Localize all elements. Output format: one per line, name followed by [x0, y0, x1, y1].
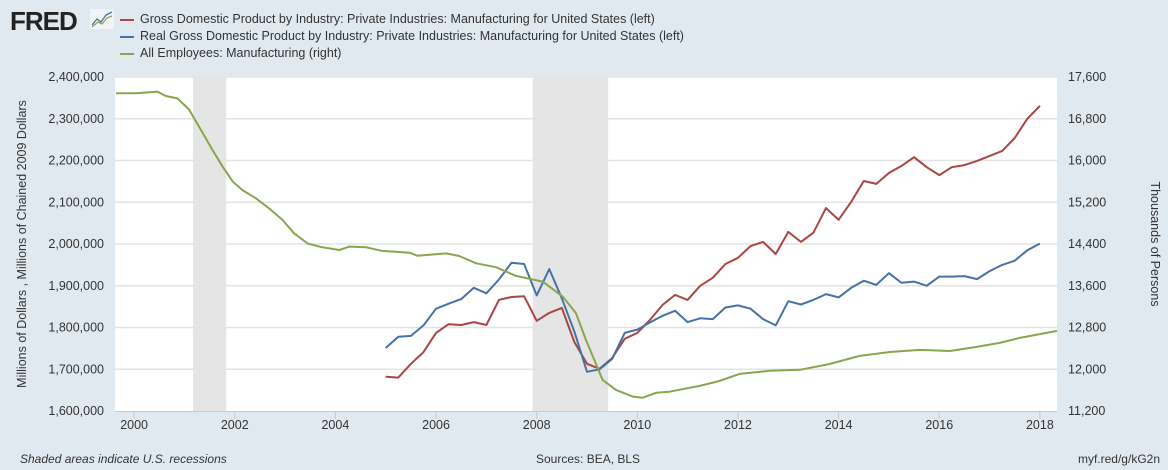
- y-tick-right: 17,600: [1068, 70, 1106, 84]
- x-tick: 2000: [120, 418, 148, 432]
- y-tick-left: 1,700,000: [48, 362, 104, 376]
- legend-item-gdp: Gross Domestic Product by Industry: Priv…: [120, 12, 655, 26]
- legend-swatch-red: [120, 18, 134, 21]
- x-tick: 2008: [523, 418, 551, 432]
- y-tick-right: 15,200: [1068, 195, 1106, 209]
- y-tick-left: 2,000,000: [48, 237, 104, 251]
- gridlines: [115, 76, 1057, 419]
- tick-labels: 1,600,000 11,200 1,700,000 12,000 1,800,000 1…: [48, 70, 1106, 432]
- short-link[interactable]: myf.red/g/kG2n: [1077, 452, 1160, 466]
- y-tick-left: 1,900,000: [48, 279, 104, 293]
- legend-item-employees: All Employees: Manufacturing (right): [120, 46, 341, 60]
- y-tick-right: 16,000: [1068, 154, 1106, 168]
- sources: Sources: BEA, BLS: [536, 452, 641, 466]
- y-tick-left: 2,400,000: [48, 70, 104, 84]
- series-line-2: [115, 90, 1058, 399]
- legend-label: Real Gross Domestic Product by Industry:…: [140, 29, 684, 43]
- y-tick-right: 16,800: [1068, 112, 1106, 126]
- x-tick: 2002: [221, 418, 249, 432]
- series-line-1: [385, 242, 1041, 373]
- series-line-0: [385, 105, 1041, 379]
- y-tick-left: 1,600,000: [48, 404, 104, 418]
- recession-note: Shaded areas indicate U.S. recessions: [20, 452, 227, 466]
- x-tick: 2016: [925, 418, 953, 432]
- y-tick-left: 2,300,000: [48, 112, 104, 126]
- y-tick-right: 14,400: [1068, 237, 1106, 251]
- x-tick: 2006: [422, 418, 450, 432]
- legend-item-real-gdp: Real Gross Domestic Product by Industry:…: [120, 29, 684, 43]
- y-tick-right: 12,000: [1068, 362, 1106, 376]
- legend-swatch-blue: [120, 35, 134, 38]
- y-tick-left: 1,800,000: [48, 321, 104, 335]
- x-tick: 2004: [321, 418, 349, 432]
- y-tick-right: 12,800: [1068, 321, 1106, 335]
- x-tick: 2018: [1026, 418, 1054, 432]
- series-lines: [115, 90, 1058, 399]
- y-axis-right-label: Thousands of Persons: [1148, 181, 1162, 306]
- legend-swatch-green: [120, 52, 134, 55]
- legend-label: All Employees: Manufacturing (right): [140, 46, 342, 60]
- chart-logo-icon: [90, 9, 114, 29]
- y-tick-right: 11,200: [1068, 404, 1105, 418]
- x-tick: 2014: [825, 418, 853, 432]
- x-tick: 2010: [623, 418, 651, 432]
- y-tick-left: 2,200,000: [48, 154, 104, 168]
- legend-label: Gross Domestic Product by Industry: Priv…: [140, 12, 655, 26]
- y-tick-right: 13,600: [1068, 279, 1106, 293]
- x-tick: 2012: [724, 418, 752, 432]
- y-axis-left-label: Millions of Dollars , Millions of Chaine…: [15, 100, 29, 388]
- fred-logo[interactable]: FRED: [10, 6, 78, 36]
- y-tick-left: 2,100,000: [48, 195, 104, 209]
